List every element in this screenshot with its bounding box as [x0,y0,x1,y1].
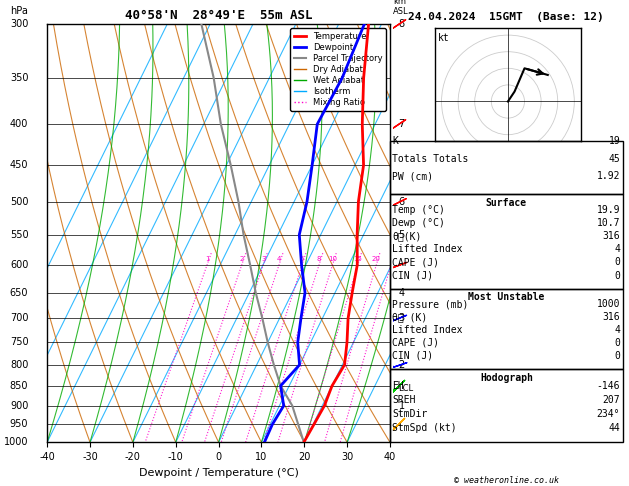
Text: 700: 700 [10,313,28,324]
Text: Pressure (mb): Pressure (mb) [392,299,469,309]
Text: CAPE (J): CAPE (J) [392,258,440,267]
Text: 600: 600 [10,260,28,270]
Text: 4: 4 [277,256,281,261]
Text: Lifted Index: Lifted Index [392,244,463,254]
Text: StmDir: StmDir [392,409,428,419]
Text: -146: -146 [597,381,620,391]
Text: Dewp (°C): Dewp (°C) [392,218,445,228]
Text: 1000: 1000 [597,299,620,309]
Text: 8: 8 [399,19,404,29]
Text: Totals Totals: Totals Totals [392,154,469,164]
Text: 3: 3 [399,313,404,324]
Text: Lifted Index: Lifted Index [392,325,463,335]
Text: 0: 0 [615,351,620,361]
Text: 44: 44 [608,423,620,433]
Text: 6: 6 [300,256,304,261]
Text: 500: 500 [10,197,28,207]
Text: PW (cm): PW (cm) [392,172,433,181]
Text: 850: 850 [10,381,28,391]
Text: 1: 1 [205,256,209,261]
Text: 450: 450 [10,160,28,170]
Text: © weatheronline.co.uk: © weatheronline.co.uk [454,476,559,485]
Text: 24.04.2024  15GMT  (Base: 12): 24.04.2024 15GMT (Base: 12) [408,12,604,22]
Text: StmSpd (kt): StmSpd (kt) [392,423,457,433]
Text: 316: 316 [603,312,620,322]
Text: 0: 0 [615,338,620,348]
Legend: Temperature, Dewpoint, Parcel Trajectory, Dry Adiabat, Wet Adiabat, Isotherm, Mi: Temperature, Dewpoint, Parcel Trajectory… [291,29,386,111]
Text: Hodograph: Hodograph [480,373,533,383]
Text: 7: 7 [399,119,405,129]
Text: 15: 15 [353,256,362,261]
Text: 40°58'N  28°49'E  55m ASL: 40°58'N 28°49'E 55m ASL [125,9,313,22]
Text: 350: 350 [10,73,28,83]
Text: 750: 750 [9,337,28,347]
Text: 19: 19 [608,137,620,146]
Text: 20: 20 [372,256,381,261]
Text: EH: EH [392,381,404,391]
Text: K: K [392,137,398,146]
Text: 8: 8 [317,256,321,261]
Text: 300: 300 [10,19,28,29]
Text: 4: 4 [399,288,404,298]
Text: θᴄ(K): θᴄ(K) [392,231,422,241]
Text: 5: 5 [399,230,405,240]
Text: km
ASL: km ASL [393,0,409,16]
Text: 316: 316 [603,231,620,241]
Text: 207: 207 [603,395,620,405]
Text: LCL: LCL [399,384,414,393]
Text: 3: 3 [261,256,265,261]
Text: 1.92: 1.92 [597,172,620,181]
Text: 550: 550 [9,230,28,240]
Text: 10: 10 [328,256,337,261]
Text: 6: 6 [399,197,404,207]
Text: CAPE (J): CAPE (J) [392,338,440,348]
Text: 900: 900 [10,400,28,411]
Text: 800: 800 [10,360,28,370]
Text: CIN (J): CIN (J) [392,351,433,361]
Text: CIN (J): CIN (J) [392,271,433,280]
Text: 45: 45 [608,154,620,164]
Text: 4: 4 [615,325,620,335]
Text: 10.7: 10.7 [597,218,620,228]
Text: 650: 650 [10,288,28,298]
Text: 400: 400 [10,119,28,129]
Text: SREH: SREH [392,395,416,405]
Text: 0: 0 [615,271,620,280]
Text: hPa: hPa [11,6,28,16]
Text: θᴄ (K): θᴄ (K) [392,312,428,322]
Text: Most Unstable: Most Unstable [468,292,545,302]
Text: 2: 2 [399,360,405,370]
Text: 4: 4 [615,244,620,254]
Text: kt: kt [438,33,450,43]
Text: 1000: 1000 [4,437,28,447]
Text: 19.9: 19.9 [597,205,620,215]
Text: 234°: 234° [597,409,620,419]
Text: 2: 2 [240,256,244,261]
Text: 0: 0 [615,258,620,267]
X-axis label: Dewpoint / Temperature (°C): Dewpoint / Temperature (°C) [138,468,299,478]
Text: Temp (°C): Temp (°C) [392,205,445,215]
Text: Surface: Surface [486,197,527,208]
Text: 1: 1 [399,400,404,411]
Text: 950: 950 [10,419,28,430]
